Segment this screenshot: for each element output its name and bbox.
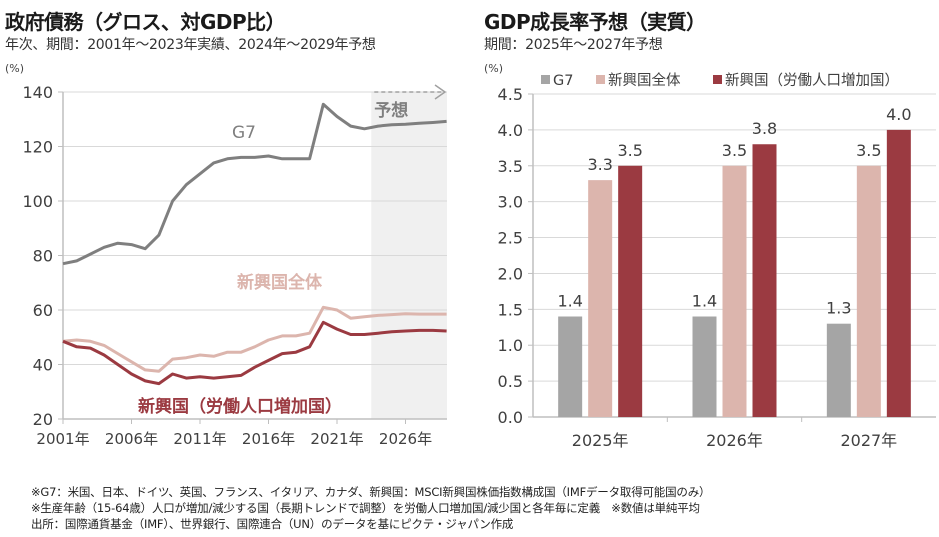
charts-canvas: 20 40 60 80 100 120 140 2001年 2006年 2011年 2016年 202… (22, 71, 936, 450)
legend-label: G7 (553, 73, 573, 89)
right-chart-subtitle: 期間：2025年～2027年予想 (484, 37, 663, 53)
em-labor-bar (618, 165, 643, 417)
y-tick-label: 120 (22, 138, 53, 157)
right-chart-unit: (%) (484, 62, 504, 75)
x-tick-label: 2021年 (310, 430, 363, 448)
em-all-bar (856, 165, 881, 417)
bar-value-label: 1.4 (557, 292, 582, 311)
em-labor-line (62, 320, 447, 386)
g7-line (62, 102, 447, 266)
left-chart-unit: (%) (5, 62, 25, 75)
x-tick-label: 2001年 (36, 430, 89, 448)
bar-value-label: 1.3 (826, 299, 851, 318)
x-tick-label: 2016年 (242, 430, 295, 448)
right-chart-title: GDP成長率予想（実質） (484, 10, 706, 34)
y-tick-label: 2.5 (498, 229, 523, 248)
em-all-bar (588, 180, 613, 417)
y-tick-label: 2.0 (498, 264, 523, 283)
legend-swatch (596, 75, 605, 84)
x-category-label: 2026年 (706, 431, 763, 450)
g7-bar (558, 316, 583, 417)
em-labor-bar (752, 144, 777, 417)
bar-value-label: 3.5 (617, 141, 642, 160)
forecast-arrow-head-icon (434, 84, 447, 100)
y-tick-label: 3.0 (498, 193, 523, 212)
em-labor-series-label: 新興国（労働人口増加国） (138, 396, 342, 417)
footnote-labor-definition: ※生産年齢（15-64歳）人口が増加/減少する国（長期トレンドで調整）を労働人口… (31, 501, 700, 515)
g7-bar (692, 316, 717, 417)
footnote-source: 出所：国際通貨基金（IMF）、世界銀行、国際連合（UN）のデータを基にピクテ・ジ… (31, 517, 514, 531)
em-labor-bar (886, 129, 911, 417)
legend-label: 新興国全体 (608, 71, 681, 89)
footnote-g7-definition: ※G7：米国、日本、ドイツ、英国、フランス、イタリア、カナダ、新興国：MSCI新… (31, 485, 711, 499)
x-tick-label: 2011年 (173, 430, 226, 448)
y-tick-label: 4.0 (498, 121, 523, 140)
em-all-series-label: 新興国全体 (237, 272, 323, 293)
bar-value-label: 3.3 (587, 155, 612, 174)
legend-swatch (541, 75, 550, 84)
x-category-label: 2025年 (572, 431, 629, 450)
y-tick-label: 80 (33, 247, 53, 266)
legend-label: 新興国（労働人口増加国） (725, 72, 899, 89)
left-chart-subtitle: 年次、期間：2001年～2023年実績、2024年～2029年予想 (5, 37, 376, 53)
bar-value-label: 3.5 (856, 141, 881, 160)
bar-value-label: 4.0 (886, 105, 911, 124)
em-all-line (62, 305, 447, 373)
y-tick-label: 1.0 (498, 336, 523, 355)
x-tick-label: 2026年 (379, 430, 432, 448)
y-tick-label: 40 (33, 356, 53, 375)
legend-swatch (713, 75, 722, 84)
y-tick-label: 100 (22, 192, 53, 211)
y-tick-label: 140 (22, 83, 53, 102)
bar-value-label: 3.5 (722, 141, 747, 160)
y-tick-label: 3.5 (498, 157, 523, 176)
y-tick-label: 4.5 (498, 85, 523, 104)
footnotes: ※G7：米国、日本、ドイツ、英国、フランス、イタリア、カナダ、新興国：MSCI新… (31, 484, 710, 532)
em-all-bar (722, 165, 747, 417)
x-category-label: 2027年 (840, 431, 897, 450)
g7-series-label: G7 (232, 123, 256, 143)
y-tick-label: 20 (33, 410, 53, 429)
g7-bar (826, 323, 851, 417)
left-chart-title: 政府債務（グロス、対GDP比） (5, 10, 286, 34)
y-tick-label: 0.5 (498, 372, 523, 391)
y-tick-label: 1.5 (498, 300, 523, 319)
forecast-label: 予想 (374, 100, 408, 121)
x-tick-label: 2006年 (105, 430, 158, 448)
bar-value-label: 3.8 (752, 119, 777, 138)
bar-value-label: 1.4 (692, 292, 717, 311)
y-tick-label: 0.0 (498, 408, 523, 427)
y-tick-label: 60 (33, 301, 53, 320)
